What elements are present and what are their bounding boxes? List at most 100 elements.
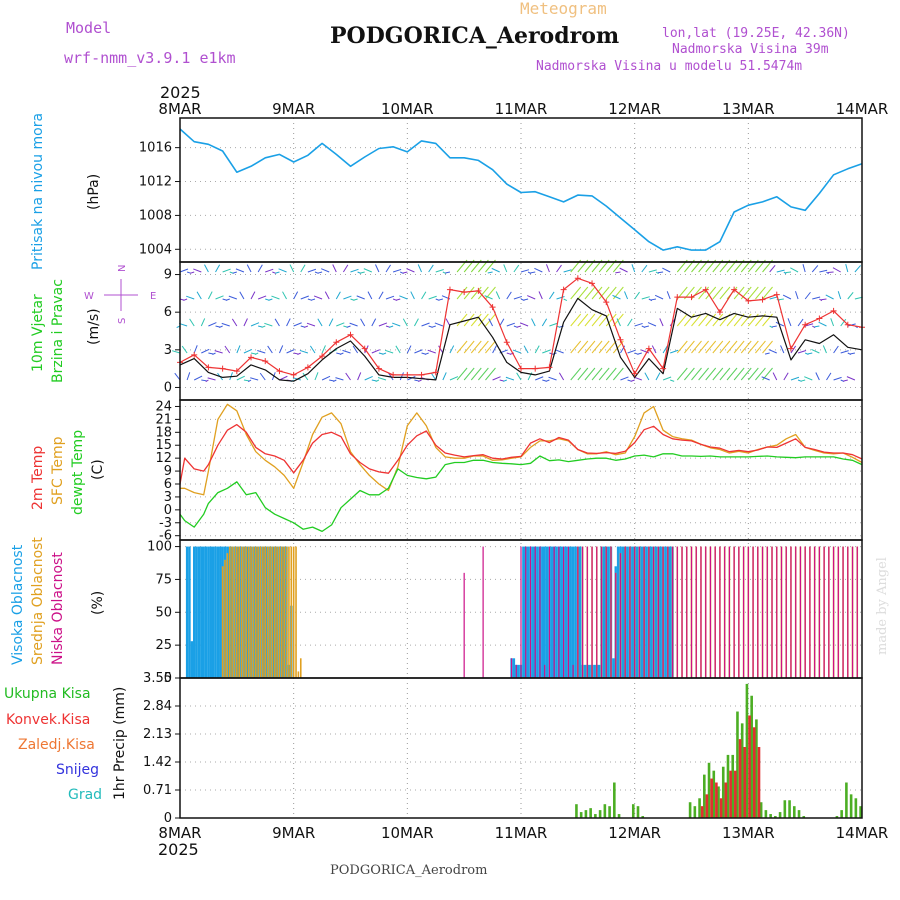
total-precip-bar xyxy=(617,814,621,818)
cloud-bar xyxy=(209,546,212,678)
wind-arrow xyxy=(428,264,434,273)
total-precip-bar xyxy=(579,812,583,818)
cloud-bar xyxy=(207,546,210,678)
x-tick-label-top: 14MAR xyxy=(836,100,889,118)
y-tick-label: 1004 xyxy=(139,242,172,257)
gust-marker xyxy=(191,351,198,358)
low-cloud-label: Niska Oblacnost xyxy=(50,552,66,665)
wind-arrow xyxy=(647,322,657,327)
total-precip-bar xyxy=(613,782,616,818)
cloud-bar xyxy=(564,546,568,678)
cloud-bar xyxy=(657,546,659,678)
gust-marker xyxy=(532,365,539,372)
wind-arrow xyxy=(814,325,820,328)
conv-precip-bar xyxy=(729,770,732,818)
wind-arrow xyxy=(615,271,621,274)
cloud-bar xyxy=(626,546,629,678)
wind-arrow xyxy=(306,322,316,327)
gust-marker xyxy=(702,286,709,293)
gust-marker xyxy=(645,345,652,352)
cloud-bar xyxy=(292,546,295,678)
cloud-bar xyxy=(295,546,297,678)
wind-arrow xyxy=(385,264,391,273)
wind-arrow xyxy=(186,372,191,381)
wind-arrow xyxy=(854,265,861,273)
total-precip-bar xyxy=(849,794,853,818)
wind-arrow xyxy=(719,340,731,354)
cloud-bar xyxy=(804,546,806,678)
wind-arrow xyxy=(605,340,617,354)
wind-arrow xyxy=(321,345,326,354)
wind-arrow xyxy=(332,379,337,383)
wind-arrow xyxy=(776,269,785,273)
wind-arrow xyxy=(768,349,777,354)
wind-arrow xyxy=(196,291,202,300)
conv-precip-bar xyxy=(752,727,756,818)
cloud-bar xyxy=(236,546,238,678)
wind-arrow xyxy=(360,271,365,274)
cloud-bar xyxy=(856,546,858,678)
wind-arrow xyxy=(845,264,849,273)
total-precip-bar xyxy=(721,766,725,818)
wind-arrow xyxy=(812,325,816,329)
cloud-bar xyxy=(832,546,835,678)
y-tick-label: 21 xyxy=(155,412,172,427)
wind-arrow xyxy=(302,372,309,381)
cloud-bar xyxy=(572,664,574,678)
total-precip-bar xyxy=(707,762,711,818)
wind-arrow xyxy=(364,345,369,354)
cloud-bar xyxy=(193,546,196,678)
wind-arrow xyxy=(250,377,259,381)
cloud-bar xyxy=(724,546,726,678)
wind-arrow xyxy=(545,264,550,273)
wind-arrow xyxy=(357,372,362,381)
cloud-bar xyxy=(650,546,653,678)
wind-arrow xyxy=(317,271,323,274)
y-tick-label: 1016 xyxy=(139,141,172,156)
gust-marker xyxy=(731,286,738,293)
cloud-bar xyxy=(574,546,577,678)
cloud-bar xyxy=(581,546,584,678)
cloud-bar xyxy=(579,546,582,678)
wind-arrow xyxy=(378,291,384,300)
meteogram-subtitle: Meteogram xyxy=(520,0,607,18)
wind-arrow xyxy=(236,375,245,381)
cloud-bar xyxy=(695,546,697,678)
wind-arrow xyxy=(434,322,444,327)
wind-arrow xyxy=(591,340,603,354)
wind-arrow xyxy=(634,322,643,327)
footer-station: PODGORICA_Aerodrom xyxy=(330,863,487,878)
wind-arrow xyxy=(563,298,568,302)
wind-arrow xyxy=(503,379,507,382)
wind-arrow xyxy=(243,348,253,354)
cloud-bar xyxy=(563,546,565,678)
gust-marker xyxy=(404,371,411,378)
gust-marker xyxy=(716,309,723,316)
y-tick-label: 1008 xyxy=(139,208,172,223)
wind-arrow xyxy=(414,349,423,354)
total-precip-bar xyxy=(598,810,602,818)
x-tick-label-bottom: 10MAR xyxy=(381,824,434,842)
cloud-bar xyxy=(638,546,641,678)
cloud-bar xyxy=(681,546,683,678)
y-tick-label: 6 xyxy=(164,305,172,320)
pressure-label: Pritisak na nivou mora xyxy=(30,113,46,270)
wind-arrow xyxy=(218,325,223,328)
x-tick-label-bottom: 13MAR xyxy=(722,824,775,842)
wind-arrow xyxy=(421,322,430,327)
wind-arrow xyxy=(353,298,358,301)
cloud-bar xyxy=(809,546,811,678)
total-precip-bar xyxy=(736,711,739,818)
wind-arrow xyxy=(261,325,266,328)
cloud-bar xyxy=(262,546,264,678)
total-precip-bar xyxy=(608,806,611,818)
gust-marker xyxy=(248,354,255,361)
wind-arrow xyxy=(485,340,496,354)
wind-arrow xyxy=(811,265,819,273)
cloud-bar xyxy=(662,546,664,678)
cloud-bar xyxy=(536,546,539,678)
wind-arrow xyxy=(271,295,280,300)
wind-arrow xyxy=(512,349,522,354)
wind-arrow xyxy=(449,376,459,381)
x-tick-label-bottom: 12MAR xyxy=(608,824,661,842)
